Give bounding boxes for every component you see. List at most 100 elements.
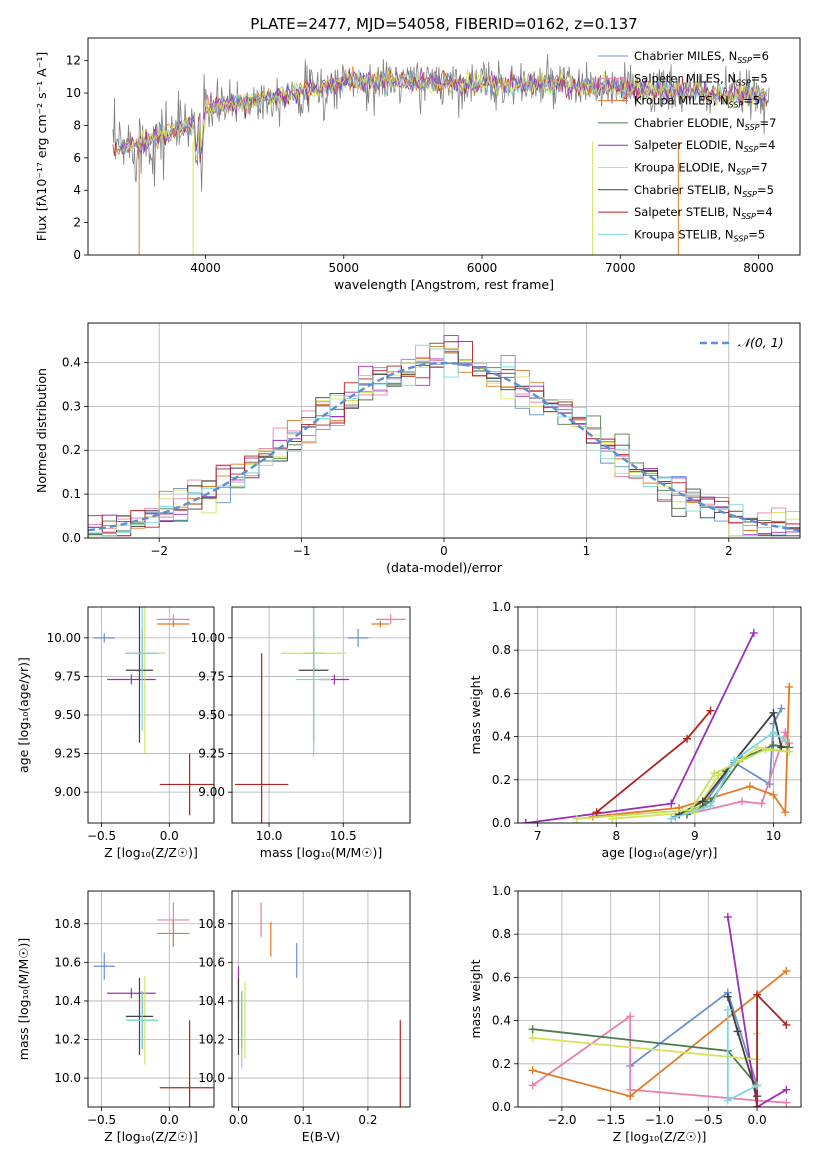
axes-frame (231, 890, 411, 1108)
error-point (157, 620, 190, 628)
x-tick-label: 0.0 (160, 829, 179, 843)
error-point (375, 614, 406, 625)
error-point (93, 633, 116, 643)
y-tick-label: 10.0 (54, 1071, 81, 1085)
y-tick-label: 1.0 (492, 884, 511, 898)
legend-sub: SSP (737, 56, 752, 65)
normal-curve (88, 361, 800, 532)
legend-value: =5 (757, 183, 774, 197)
error-point (125, 977, 154, 1055)
x-tick-label: 7000 (605, 261, 636, 275)
weight-marker (738, 797, 747, 806)
y-axis-label: mass weight (468, 959, 483, 1038)
x-tick-label: 0.0 (160, 1113, 179, 1127)
weight-marker (683, 734, 692, 743)
weight-marker (785, 747, 794, 756)
legend-label: Salpeter MILES, N (634, 71, 736, 85)
y-tick-label: 0.2 (62, 443, 81, 457)
error-point (159, 1020, 214, 1107)
legend-label: Salpeter ELODIE, N (634, 138, 744, 152)
x-tick-label: −2.0 (547, 1113, 576, 1127)
x-axis-label: Z [log₁₀(Z/Z☉)] (104, 845, 198, 860)
panel-age_vs_mass: 10.0 10.5 9.00 9.25 9.50 9.75 10.00 mass [log₁₀… (191, 606, 411, 860)
y-axis-label: age [log₁₀(age/yr)] (16, 657, 31, 773)
legend-sub: SSP (736, 168, 751, 177)
axes-frame (87, 37, 801, 256)
y-tick-label: 10.4 (198, 994, 225, 1008)
y-tick-label: 10.6 (54, 955, 81, 969)
legend-sub: SSP (741, 212, 756, 221)
panel-spectrum: 4000 5000 6000 7000 8000 0 2 4 6 8 10 12 wavelength … (34, 37, 801, 292)
weight-marker (757, 799, 766, 808)
y-tick-label: 9.50 (54, 708, 81, 722)
panel-mass_weight_vs_age: 7 8 9 10 0.0 0.2 0.4 0.6 0.8 1.0 age [log₁₀(age/yr… (468, 600, 802, 860)
x-tick-label: −2 (150, 544, 168, 558)
weight-marker (706, 801, 715, 810)
axes-frame (87, 606, 215, 824)
y-tick-label: 0.0 (62, 531, 81, 545)
y-tick-label: 10.00 (47, 631, 81, 645)
x-axis-label: wavelength [Angstrom, rest frame] (334, 277, 554, 292)
weight-series (525, 632, 755, 823)
weight-marker (723, 992, 732, 1001)
x-tick-label: 4000 (190, 261, 221, 275)
legend-entry: Salpeter MILES, NSSP=5 (634, 71, 768, 87)
legend-label: Kroupa STELIB, N (634, 227, 734, 241)
legend-label: Chabrier ELODIE, N (634, 116, 745, 130)
x-axis-label: mass [log₁₀(M/M☉)] (260, 845, 382, 860)
legend-entry: Chabrier STELIB, NSSP=5 (634, 183, 774, 199)
weight-marker (753, 1103, 762, 1107)
figure-title: PLATE=2477, MJD=54058, FIBERID=0162, z=0… (250, 15, 637, 33)
weight-marker (706, 706, 715, 715)
x-tick-label: −0.5 (694, 1113, 723, 1127)
axes-frame (87, 890, 215, 1108)
x-tick-label: 0.0 (748, 1113, 767, 1127)
x-tick-label: 9 (691, 829, 699, 843)
y-axis-label: Flux [fλ10⁻¹⁷ erg cm⁻² s⁻¹ A⁻¹] (34, 52, 49, 241)
y-tick-label: 9.75 (198, 669, 225, 683)
weight-marker (723, 912, 732, 921)
weight-marker (667, 799, 676, 808)
panel-residuals: −2 −1 0 1 2 0.0 0.1 0.2 0.3 0.4 (data-model)/error… (34, 322, 801, 575)
y-tick-label: 0 (73, 248, 81, 262)
axes-frame (517, 606, 802, 824)
x-tick-label: 0 (440, 544, 448, 558)
weight-marker (626, 1012, 635, 1021)
x-tick-label: 5000 (328, 261, 359, 275)
weight-marker (753, 990, 762, 999)
legend-value: =6 (752, 49, 769, 63)
weight-series (532, 1028, 758, 1086)
plot-area (237, 902, 401, 1107)
y-tick-label: 0.1 (62, 487, 81, 501)
weight-marker (730, 756, 739, 765)
weight-marker (528, 1066, 537, 1075)
x-axis-label: Z [log₁₀(Z/Z☉)] (104, 1129, 198, 1144)
weight-series (756, 992, 788, 1107)
legend-sub: SSP (742, 190, 757, 199)
y-tick-label: 0.4 (492, 730, 511, 744)
x-tick-label: 0.0 (229, 1113, 248, 1127)
y-tick-label: 0.6 (492, 686, 511, 700)
legend-sub: SSP (729, 101, 744, 110)
y-tick-label: 0.4 (62, 355, 81, 369)
weight-marker (723, 1096, 732, 1105)
weight-marker (626, 1092, 635, 1101)
plot-area (88, 335, 800, 538)
weight-marker (761, 745, 770, 754)
weight-marker (723, 1005, 732, 1014)
y-axis-label: mass [log₁₀(M/M☉)] (16, 938, 31, 1060)
weight-marker (698, 797, 707, 806)
y-tick-label: 8 (73, 118, 81, 132)
plot-area (112, 53, 770, 255)
error-point (125, 607, 154, 743)
x-tick-label: 10 (766, 829, 781, 843)
panel-mass_vs_Z: −0.5 0.0 10.0 10.2 10.4 10.6 10.8 Z [log₁₀(Z/Z☉… (16, 890, 215, 1144)
weight-marker (782, 966, 791, 975)
y-tick-label: 0.2 (492, 1057, 511, 1071)
legend-label: Salpeter STELIB, N (634, 205, 741, 219)
error-point (106, 988, 156, 999)
weight-marker (753, 1081, 762, 1090)
legend-value: =4 (756, 205, 773, 219)
legend-entry: Kroupa MILES, NSSP=5 (634, 94, 760, 110)
y-tick-label: 4 (73, 183, 81, 197)
